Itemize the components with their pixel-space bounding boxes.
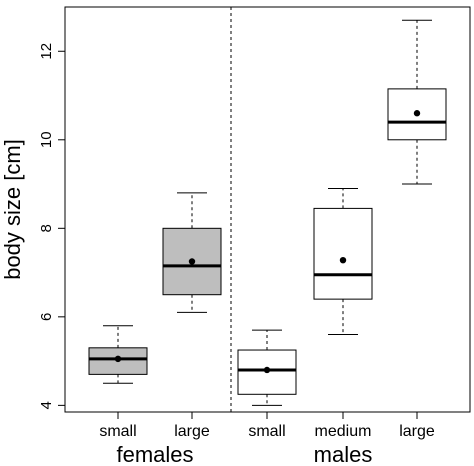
y-tick-label: 12 bbox=[38, 43, 55, 60]
x-category-label: small bbox=[99, 423, 136, 440]
box-males-large bbox=[387, 19, 447, 185]
mean-point bbox=[413, 110, 421, 117]
mean-point bbox=[188, 258, 196, 265]
group-label-females: females bbox=[116, 442, 193, 466]
box-females-small bbox=[88, 325, 148, 384]
box-iqr bbox=[313, 207, 373, 300]
group-label-males: males bbox=[314, 442, 373, 466]
y-tick-label: 8 bbox=[38, 224, 55, 232]
y-tick-label: 6 bbox=[38, 313, 55, 321]
box-females-large bbox=[162, 192, 222, 313]
mean-point bbox=[114, 355, 122, 363]
x-category-label: medium bbox=[315, 423, 372, 440]
y-tick-label: 4 bbox=[38, 401, 55, 409]
box-males-small bbox=[237, 329, 297, 406]
y-axis-title: body size [cm] bbox=[0, 139, 25, 280]
mean-point bbox=[339, 256, 347, 264]
box-males-medium bbox=[313, 187, 373, 336]
mean-point bbox=[263, 366, 271, 374]
x-category-label: small bbox=[248, 423, 285, 440]
y-tick-label: 10 bbox=[38, 131, 55, 148]
x-category-label: large bbox=[399, 423, 435, 440]
x-category-label: large bbox=[174, 423, 210, 440]
